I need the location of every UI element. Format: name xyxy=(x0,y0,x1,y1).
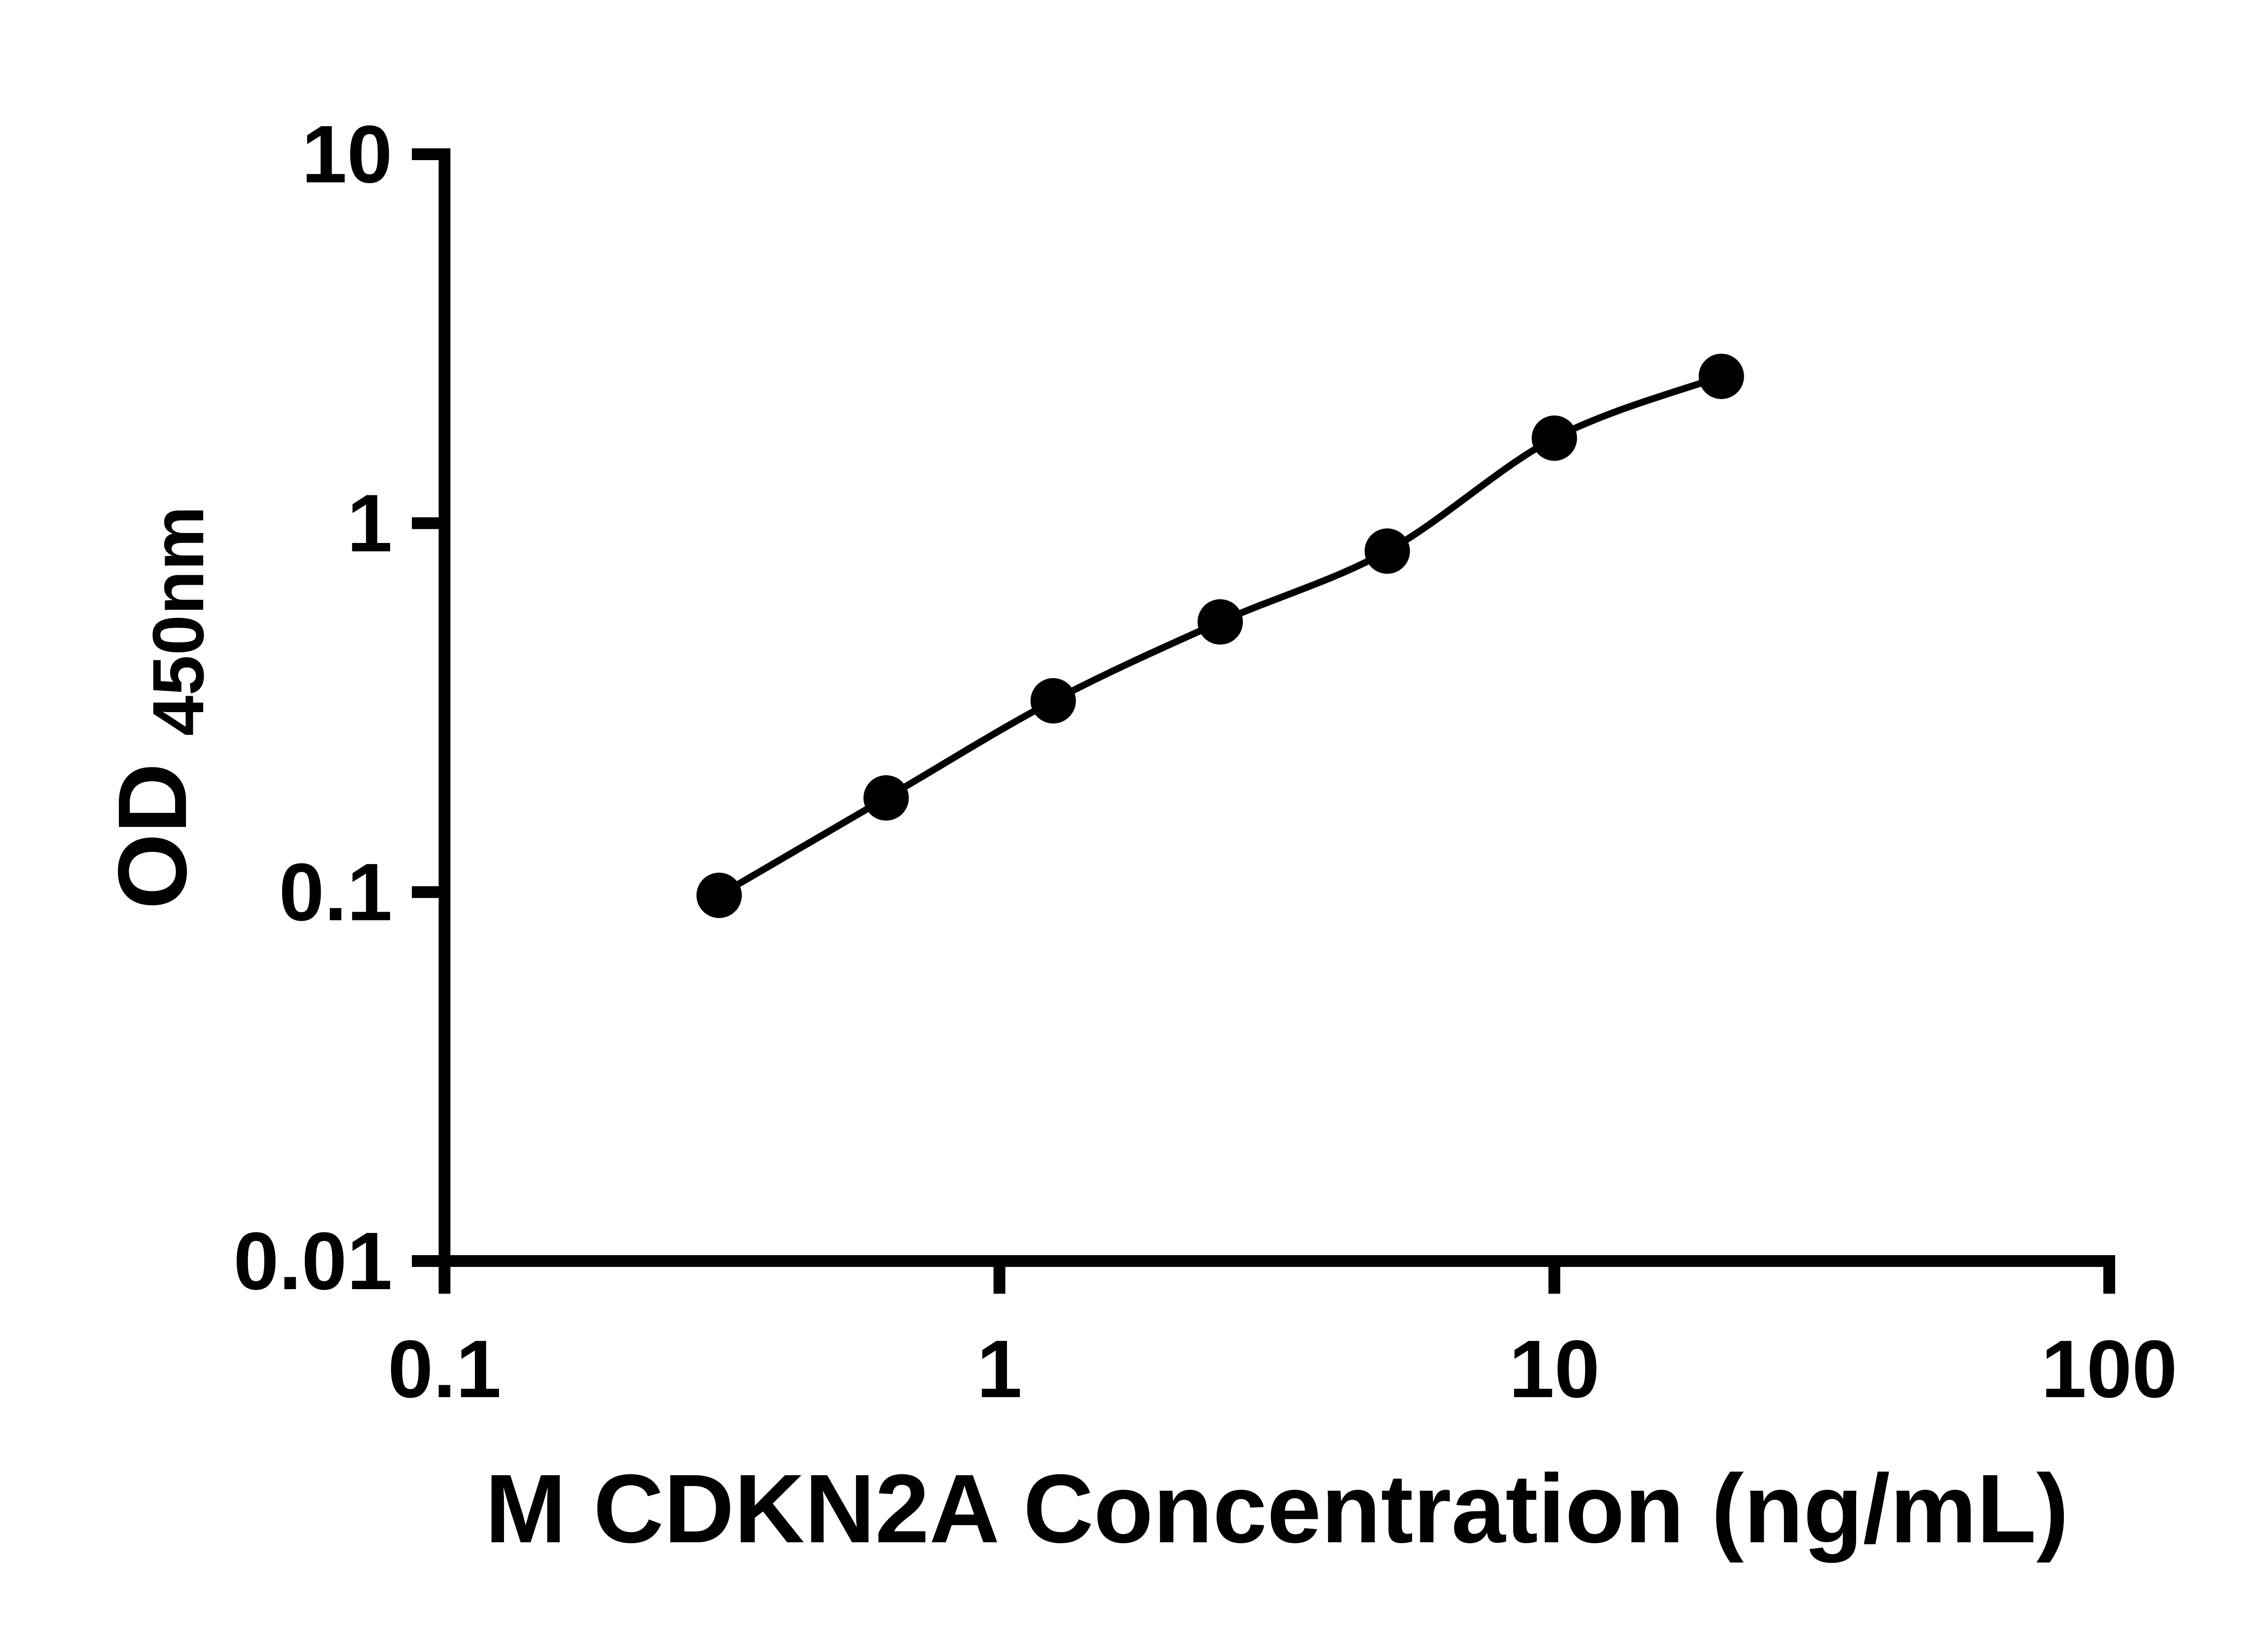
axis-frame xyxy=(439,148,2115,1267)
x-tick-label: 100 xyxy=(2041,1324,2177,1415)
data-point-marker xyxy=(1198,599,1243,645)
x-tick-label: 10 xyxy=(1509,1324,1600,1415)
y-axis-title-subscript: 450nm xyxy=(137,506,219,736)
ticks xyxy=(412,148,2115,1294)
y-tick-label: 0.1 xyxy=(279,847,392,938)
y-tick-label: 10 xyxy=(302,109,392,200)
data-points xyxy=(696,353,1744,918)
data-point-marker xyxy=(1364,528,1410,574)
x-tick-label: 1 xyxy=(977,1324,1022,1415)
data-point-marker xyxy=(1698,353,1744,399)
tick-labels: 0.1 1 10 100 0.01 0.1 1 10 xyxy=(234,109,2178,1415)
y-tick-label: 1 xyxy=(347,478,392,569)
data-point-marker xyxy=(696,872,742,918)
y-axis-title-main: OD xyxy=(98,763,207,909)
y-tick-label: 0.01 xyxy=(234,1216,392,1307)
axes xyxy=(439,148,2115,1267)
y-axis-title: OD 450nm xyxy=(98,506,219,909)
x-axis-title: M CDKN2A Concentration (ng/mL) xyxy=(485,1454,2069,1563)
data-point-marker xyxy=(1030,678,1076,724)
data-point-marker xyxy=(1531,415,1577,461)
x-tick-label: 0.1 xyxy=(388,1324,501,1415)
data-point-marker xyxy=(863,775,909,821)
